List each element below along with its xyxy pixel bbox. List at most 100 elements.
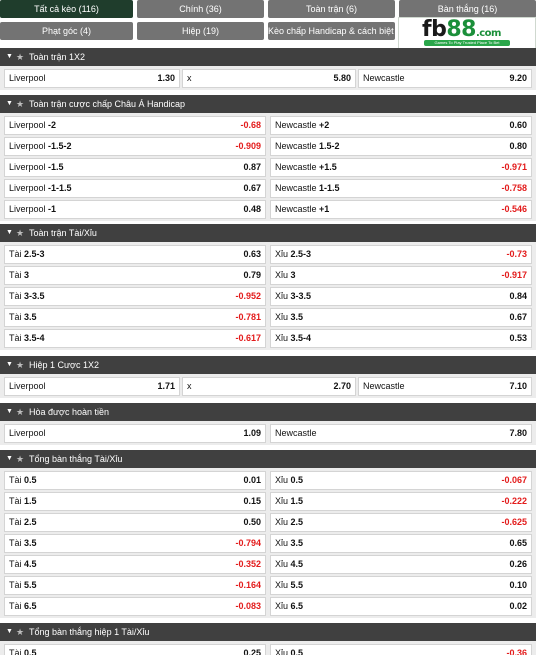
selection-name: x bbox=[187, 381, 192, 391]
odds-value: 5.80 bbox=[333, 73, 351, 83]
odds-cell[interactable]: Newcastle 7.10 bbox=[358, 377, 532, 396]
odds-cell[interactable]: Tài 3.5 -0.781 bbox=[4, 308, 266, 327]
odds-cell[interactable]: x 2.70 bbox=[182, 377, 356, 396]
selection-name: Liverpool bbox=[9, 162, 46, 172]
selection-name: Newcastle bbox=[275, 162, 317, 172]
star-icon[interactable]: ★ bbox=[16, 52, 25, 62]
odds-cell[interactable]: Xỉu 5.5 0.10 bbox=[270, 576, 532, 595]
odds-cell[interactable]: Liverpool -1-1.5 0.67 bbox=[4, 179, 266, 198]
odds-cell[interactable]: Newcastle +2 0.60 bbox=[270, 116, 532, 135]
odds-cell[interactable]: Liverpool 1.09 bbox=[4, 424, 266, 443]
star-icon[interactable]: ★ bbox=[16, 228, 25, 238]
star-icon[interactable]: ★ bbox=[16, 99, 25, 109]
odds-cell[interactable]: Newcastle 9.20 bbox=[358, 69, 532, 88]
selection-line: 5.5 bbox=[24, 580, 37, 590]
odds-cell[interactable]: Tài 4.5 -0.352 bbox=[4, 555, 266, 574]
chevron-down-icon[interactable]: ▼ bbox=[6, 408, 13, 415]
odds-value: 0.80 bbox=[509, 141, 527, 151]
selection-name: Tài bbox=[9, 312, 22, 322]
odds-cell[interactable]: Xỉu 0.5 -0.36 bbox=[270, 644, 532, 655]
odds-cell[interactable]: x 5.80 bbox=[182, 69, 356, 88]
odds-value: 0.67 bbox=[509, 312, 527, 322]
odds-cell[interactable]: Tài 0.5 0.25 bbox=[4, 644, 266, 655]
tab-goals[interactable]: Bàn thắng (16) bbox=[399, 0, 536, 18]
market-tong-ban-thang-hiep-1-tai-xiu-header[interactable]: ▼ ★ Tổng bàn thắng hiệp 1 Tài/Xỉu bbox=[0, 623, 536, 641]
chevron-down-icon[interactable]: ▼ bbox=[6, 53, 13, 60]
odds-cell[interactable]: Tài 2.5 0.50 bbox=[4, 513, 266, 532]
odds-cell[interactable]: Tài 2.5-3 0.63 bbox=[4, 245, 266, 264]
odds-cell[interactable]: Xỉu 2.5-3 -0.73 bbox=[270, 245, 532, 264]
selection-name: Newcastle bbox=[275, 428, 317, 438]
odds-cell[interactable]: Liverpool -1 0.48 bbox=[4, 200, 266, 219]
selection-line: 3 bbox=[290, 270, 296, 280]
tab-halves[interactable]: Hiệp (19) bbox=[137, 22, 264, 40]
odds-cell[interactable]: Newcastle +1.5 -0.971 bbox=[270, 158, 532, 177]
odds-cell[interactable]: Tài 5.5 -0.164 bbox=[4, 576, 266, 595]
tab-full-match[interactable]: Toàn trận (6) bbox=[268, 0, 395, 18]
selection-name: Newcastle bbox=[363, 73, 405, 83]
selection-label: Tài 2.5-3 bbox=[9, 246, 45, 263]
odds-value: -0.73 bbox=[506, 249, 527, 259]
selection-label: Newcastle bbox=[275, 425, 317, 442]
odds-cell[interactable]: Xỉu 3-3.5 0.84 bbox=[270, 287, 532, 306]
tab-all-markets[interactable]: Tất cả kèo (116) bbox=[0, 0, 133, 18]
odds-cell[interactable]: Xỉu 0.5 -0.067 bbox=[270, 471, 532, 490]
market-toan-tran-tai-xiu-header[interactable]: ▼ ★ Toàn trận Tài/Xỉu bbox=[0, 224, 536, 242]
selection-line: +1 bbox=[319, 204, 330, 214]
section-title: Toàn trận 1X2 bbox=[29, 52, 86, 62]
odds-cell[interactable]: Newcastle 1-1.5 -0.758 bbox=[270, 179, 532, 198]
odds-cell[interactable]: Liverpool -1.5-2 -0.909 bbox=[4, 137, 266, 156]
odds-cell[interactable]: Xỉu 6.5 0.02 bbox=[270, 597, 532, 616]
odds-value: 7.80 bbox=[509, 428, 527, 438]
odds-cell[interactable]: Xỉu 1.5 -0.222 bbox=[270, 492, 532, 511]
odds-cell[interactable]: Liverpool -2 -0.68 bbox=[4, 116, 266, 135]
star-icon[interactable]: ★ bbox=[16, 627, 25, 637]
tab-corners[interactable]: Phạt góc (4) bbox=[0, 22, 133, 40]
selection-line: 0.5 bbox=[290, 475, 304, 485]
odds-cell[interactable]: Xỉu 2.5 -0.625 bbox=[270, 513, 532, 532]
star-icon[interactable]: ★ bbox=[16, 407, 25, 417]
selection-label: Tài 2.5 bbox=[9, 514, 37, 531]
odds-cell[interactable]: Newcastle 7.80 bbox=[270, 424, 532, 443]
odds-cell[interactable]: Tài 1.5 0.15 bbox=[4, 492, 266, 511]
odds-cell[interactable]: Liverpool 1.71 bbox=[4, 377, 180, 396]
selection-name: Newcastle bbox=[275, 141, 317, 151]
market-toan-tran-cuoc-chap-chau-a-handicap-header[interactable]: ▼ ★ Toàn trận cược chấp Châu Á Handicap bbox=[0, 95, 536, 113]
odds-cell[interactable]: Xỉu 3 -0.917 bbox=[270, 266, 532, 285]
odds-cell[interactable]: Tài 6.5 -0.083 bbox=[4, 597, 266, 616]
odds-cell[interactable]: Xỉu 3.5 0.65 bbox=[270, 534, 532, 553]
selection-label: x bbox=[187, 70, 192, 87]
market-hoa-duoc-hoan-tien-header[interactable]: ▼ ★ Hòa được hoàn tiền bbox=[0, 403, 536, 421]
odds-cell[interactable]: Tài 0.5 0.01 bbox=[4, 471, 266, 490]
odds-cell[interactable]: Liverpool 1.30 bbox=[4, 69, 180, 88]
star-icon[interactable]: ★ bbox=[16, 454, 25, 464]
odds-cell[interactable]: Newcastle 1.5-2 0.80 bbox=[270, 137, 532, 156]
odds-cell[interactable]: Xỉu 4.5 0.26 bbox=[270, 555, 532, 574]
odds-cell[interactable]: Liverpool -1.5 0.87 bbox=[4, 158, 266, 177]
chevron-down-icon[interactable]: ▼ bbox=[6, 361, 13, 368]
star-icon[interactable]: ★ bbox=[16, 360, 25, 370]
selection-label: Tài 4.5 bbox=[9, 556, 37, 573]
tab-main[interactable]: Chính (36) bbox=[137, 0, 264, 18]
chevron-down-icon[interactable]: ▼ bbox=[6, 628, 13, 635]
market-tong-ban-thang-tai-xiu-header[interactable]: ▼ ★ Tổng bàn thắng Tài/Xỉu bbox=[0, 450, 536, 468]
selection-line: +2 bbox=[319, 120, 330, 130]
odds-cell[interactable]: Xỉu 3.5-4 0.53 bbox=[270, 329, 532, 348]
selection-label: x bbox=[187, 378, 192, 395]
odds-value: -0.352 bbox=[235, 559, 261, 569]
odds-cell[interactable]: Xỉu 3.5 0.67 bbox=[270, 308, 532, 327]
market-hiep-1-cuoc-1x2-header[interactable]: ▼ ★ Hiệp 1 Cược 1X2 bbox=[0, 356, 536, 374]
chevron-down-icon[interactable]: ▼ bbox=[6, 100, 13, 107]
chevron-down-icon[interactable]: ▼ bbox=[6, 229, 13, 236]
selection-line: 6.5 bbox=[290, 601, 304, 611]
odds-cell[interactable]: Tài 3 0.79 bbox=[4, 266, 266, 285]
odds-cell[interactable]: Tài 3.5 -0.794 bbox=[4, 534, 266, 553]
selection-name: Xỉu bbox=[275, 538, 289, 548]
chevron-down-icon[interactable]: ▼ bbox=[6, 455, 13, 462]
market-toan-tran-1x2-header[interactable]: ▼ ★ Toàn trận 1X2 bbox=[0, 48, 536, 66]
tab-handicap[interactable]: Kèo chấp Handicap & cách biệt (5) bbox=[268, 22, 395, 40]
odds-value: -0.625 bbox=[501, 517, 527, 527]
odds-cell[interactable]: Tài 3-3.5 -0.952 bbox=[4, 287, 266, 306]
odds-cell[interactable]: Newcastle +1 -0.546 bbox=[270, 200, 532, 219]
odds-cell[interactable]: Tài 3.5-4 -0.617 bbox=[4, 329, 266, 348]
